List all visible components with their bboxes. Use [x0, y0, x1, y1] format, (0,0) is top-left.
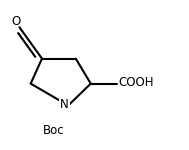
Text: N: N — [60, 98, 69, 111]
Text: O: O — [11, 15, 20, 28]
Text: Boc: Boc — [42, 124, 64, 137]
Text: COOH: COOH — [118, 76, 153, 89]
